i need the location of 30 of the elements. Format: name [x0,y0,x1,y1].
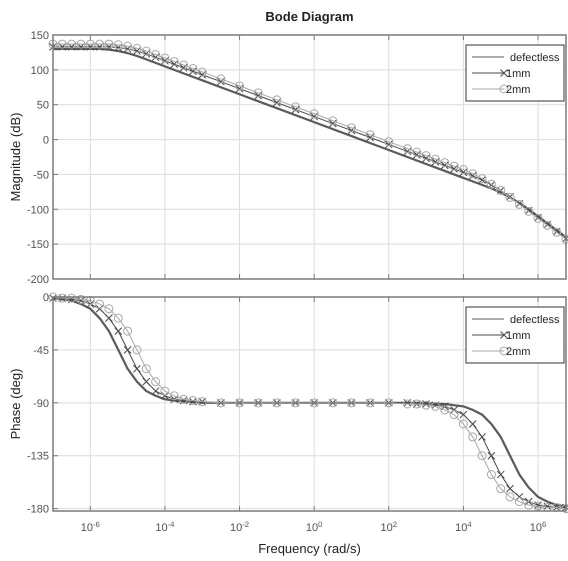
legend-label: 2mm [506,346,530,358]
legend-label: defectless [510,52,560,64]
legend-label: defectless [510,314,560,326]
x-tick-label: 10$^{2}$ [380,520,398,534]
y-tick-label: 150 [30,30,49,42]
legend-label: 1mm [506,68,530,80]
x-tick-label: 10$^{-4}$ [155,520,176,534]
y-tick-label: -50 [33,169,49,182]
y-tick-label: -90 [33,398,49,410]
chart-title: Bode Diagram [265,9,354,24]
y-tick-label: -135 [26,450,49,463]
y-tick-label: -200 [26,274,49,286]
x-tick-label: 10$^{-6}$ [80,520,100,534]
y-tick-label: 100 [30,64,49,77]
y-tick-label: 0 [42,134,49,147]
x-tick-label: 10$^{-2}$ [230,520,250,534]
y-tick-label: -180 [26,504,49,516]
y-tick-label: -45 [33,344,49,357]
y-tick-label: -150 [26,239,49,252]
y-axis-title: Phase (deg) [8,368,23,440]
x-tick-label: 10$^{0}$ [306,520,322,534]
y-tick-label: 0 [42,292,49,304]
legend-label: 1mm [506,330,530,342]
x-tick-label: 10$^{4}$ [455,520,472,534]
y-tick-label: 50 [36,100,49,112]
legend-label: 2mm [506,84,530,96]
x-tick-label: 10$^{6}$ [530,520,546,534]
x-axis-title: Frequency (rad/s) [258,541,361,556]
y-tick-label: -100 [26,204,49,216]
y-axis-title: Magnitude (dB) [8,112,23,202]
